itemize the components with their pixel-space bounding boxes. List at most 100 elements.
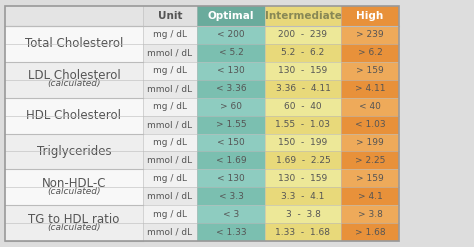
Bar — [265, 116, 341, 133]
Bar — [5, 6, 143, 26]
Text: mmol / dL: mmol / dL — [147, 120, 192, 129]
Text: mg / dL: mg / dL — [153, 138, 187, 147]
Text: 150  -  199: 150 - 199 — [278, 138, 328, 147]
Text: 1.69  -  2.25: 1.69 - 2.25 — [275, 156, 330, 165]
Text: < 3.3: < 3.3 — [219, 192, 244, 201]
Text: 130  -  159: 130 - 159 — [278, 174, 328, 183]
Bar — [265, 187, 341, 205]
Text: 1.55  -  1.03: 1.55 - 1.03 — [275, 120, 330, 129]
Text: Total Cholesterol: Total Cholesterol — [25, 37, 123, 50]
Bar — [341, 116, 399, 133]
Bar — [341, 98, 399, 116]
Text: < 3.36: < 3.36 — [216, 84, 246, 93]
Text: < 5.2: < 5.2 — [219, 48, 243, 57]
Text: Optimal: Optimal — [208, 11, 254, 21]
Text: > 159: > 159 — [356, 174, 384, 183]
Text: > 1.55: > 1.55 — [216, 120, 246, 129]
Text: < 130: < 130 — [217, 66, 245, 75]
Bar — [143, 80, 197, 98]
Text: 3  -  3.8: 3 - 3.8 — [285, 210, 320, 219]
Bar — [143, 133, 197, 151]
Bar — [143, 116, 197, 133]
Text: > 60: > 60 — [220, 102, 242, 111]
Bar — [5, 169, 143, 205]
Text: HDL Cholesterol: HDL Cholesterol — [27, 109, 121, 122]
Text: (calculated): (calculated) — [47, 79, 101, 88]
Bar — [265, 223, 341, 241]
Text: mg / dL: mg / dL — [153, 174, 187, 183]
Bar — [265, 169, 341, 187]
Bar — [197, 169, 265, 187]
Text: < 40: < 40 — [359, 102, 381, 111]
Bar — [197, 26, 265, 44]
Bar — [341, 169, 399, 187]
Bar — [265, 205, 341, 223]
Bar — [341, 133, 399, 151]
Bar — [197, 98, 265, 116]
Bar — [5, 205, 143, 241]
Text: mmol / dL: mmol / dL — [147, 227, 192, 237]
Bar — [197, 223, 265, 241]
Text: mmol / dL: mmol / dL — [147, 192, 192, 201]
Text: > 2.25: > 2.25 — [355, 156, 385, 165]
Text: (calculated): (calculated) — [47, 187, 101, 196]
Bar — [265, 133, 341, 151]
Text: < 130: < 130 — [217, 174, 245, 183]
Bar — [197, 205, 265, 223]
Bar — [143, 223, 197, 241]
Bar — [341, 26, 399, 44]
Text: > 3.8: > 3.8 — [357, 210, 383, 219]
Text: > 6.2: > 6.2 — [357, 48, 383, 57]
Text: Triglycerides: Triglycerides — [36, 145, 111, 158]
Bar — [197, 44, 265, 62]
Text: < 1.33: < 1.33 — [216, 227, 246, 237]
Text: Unit: Unit — [158, 11, 182, 21]
Bar — [143, 44, 197, 62]
Text: mmol / dL: mmol / dL — [147, 84, 192, 93]
Text: 130  -  159: 130 - 159 — [278, 66, 328, 75]
Text: TG to HDL ratio: TG to HDL ratio — [28, 213, 120, 226]
Bar — [197, 133, 265, 151]
Text: < 200: < 200 — [217, 30, 245, 40]
Bar — [197, 116, 265, 133]
Bar — [265, 80, 341, 98]
Bar — [5, 133, 143, 169]
Text: > 4.11: > 4.11 — [355, 84, 385, 93]
Bar — [143, 187, 197, 205]
Bar — [143, 26, 197, 44]
Bar — [143, 98, 197, 116]
Bar — [341, 62, 399, 80]
Bar — [265, 44, 341, 62]
Text: 200  -  239: 200 - 239 — [279, 30, 328, 40]
Bar — [265, 98, 341, 116]
Bar — [5, 62, 143, 98]
Bar — [143, 6, 197, 26]
Bar — [341, 6, 399, 26]
Text: 3.3  -  4.1: 3.3 - 4.1 — [281, 192, 325, 201]
Bar — [341, 80, 399, 98]
Bar — [341, 187, 399, 205]
Bar — [265, 26, 341, 44]
Bar — [143, 151, 197, 169]
Bar — [341, 151, 399, 169]
Text: < 1.69: < 1.69 — [216, 156, 246, 165]
Text: > 1.68: > 1.68 — [355, 227, 385, 237]
Bar — [197, 151, 265, 169]
Text: mg / dL: mg / dL — [153, 210, 187, 219]
Bar — [197, 80, 265, 98]
Bar — [265, 62, 341, 80]
Text: < 1.03: < 1.03 — [355, 120, 385, 129]
Text: > 239: > 239 — [356, 30, 384, 40]
Text: 1.33  -  1.68: 1.33 - 1.68 — [275, 227, 330, 237]
Bar — [265, 151, 341, 169]
Text: mg / dL: mg / dL — [153, 66, 187, 75]
Text: < 3: < 3 — [223, 210, 239, 219]
Text: 3.36  -  4.11: 3.36 - 4.11 — [275, 84, 330, 93]
Bar — [197, 187, 265, 205]
Text: mmol / dL: mmol / dL — [147, 48, 192, 57]
Bar — [197, 62, 265, 80]
Bar — [5, 26, 143, 62]
Bar — [143, 169, 197, 187]
Text: (calculated): (calculated) — [47, 223, 101, 232]
Text: 5.2  -  6.2: 5.2 - 6.2 — [282, 48, 325, 57]
